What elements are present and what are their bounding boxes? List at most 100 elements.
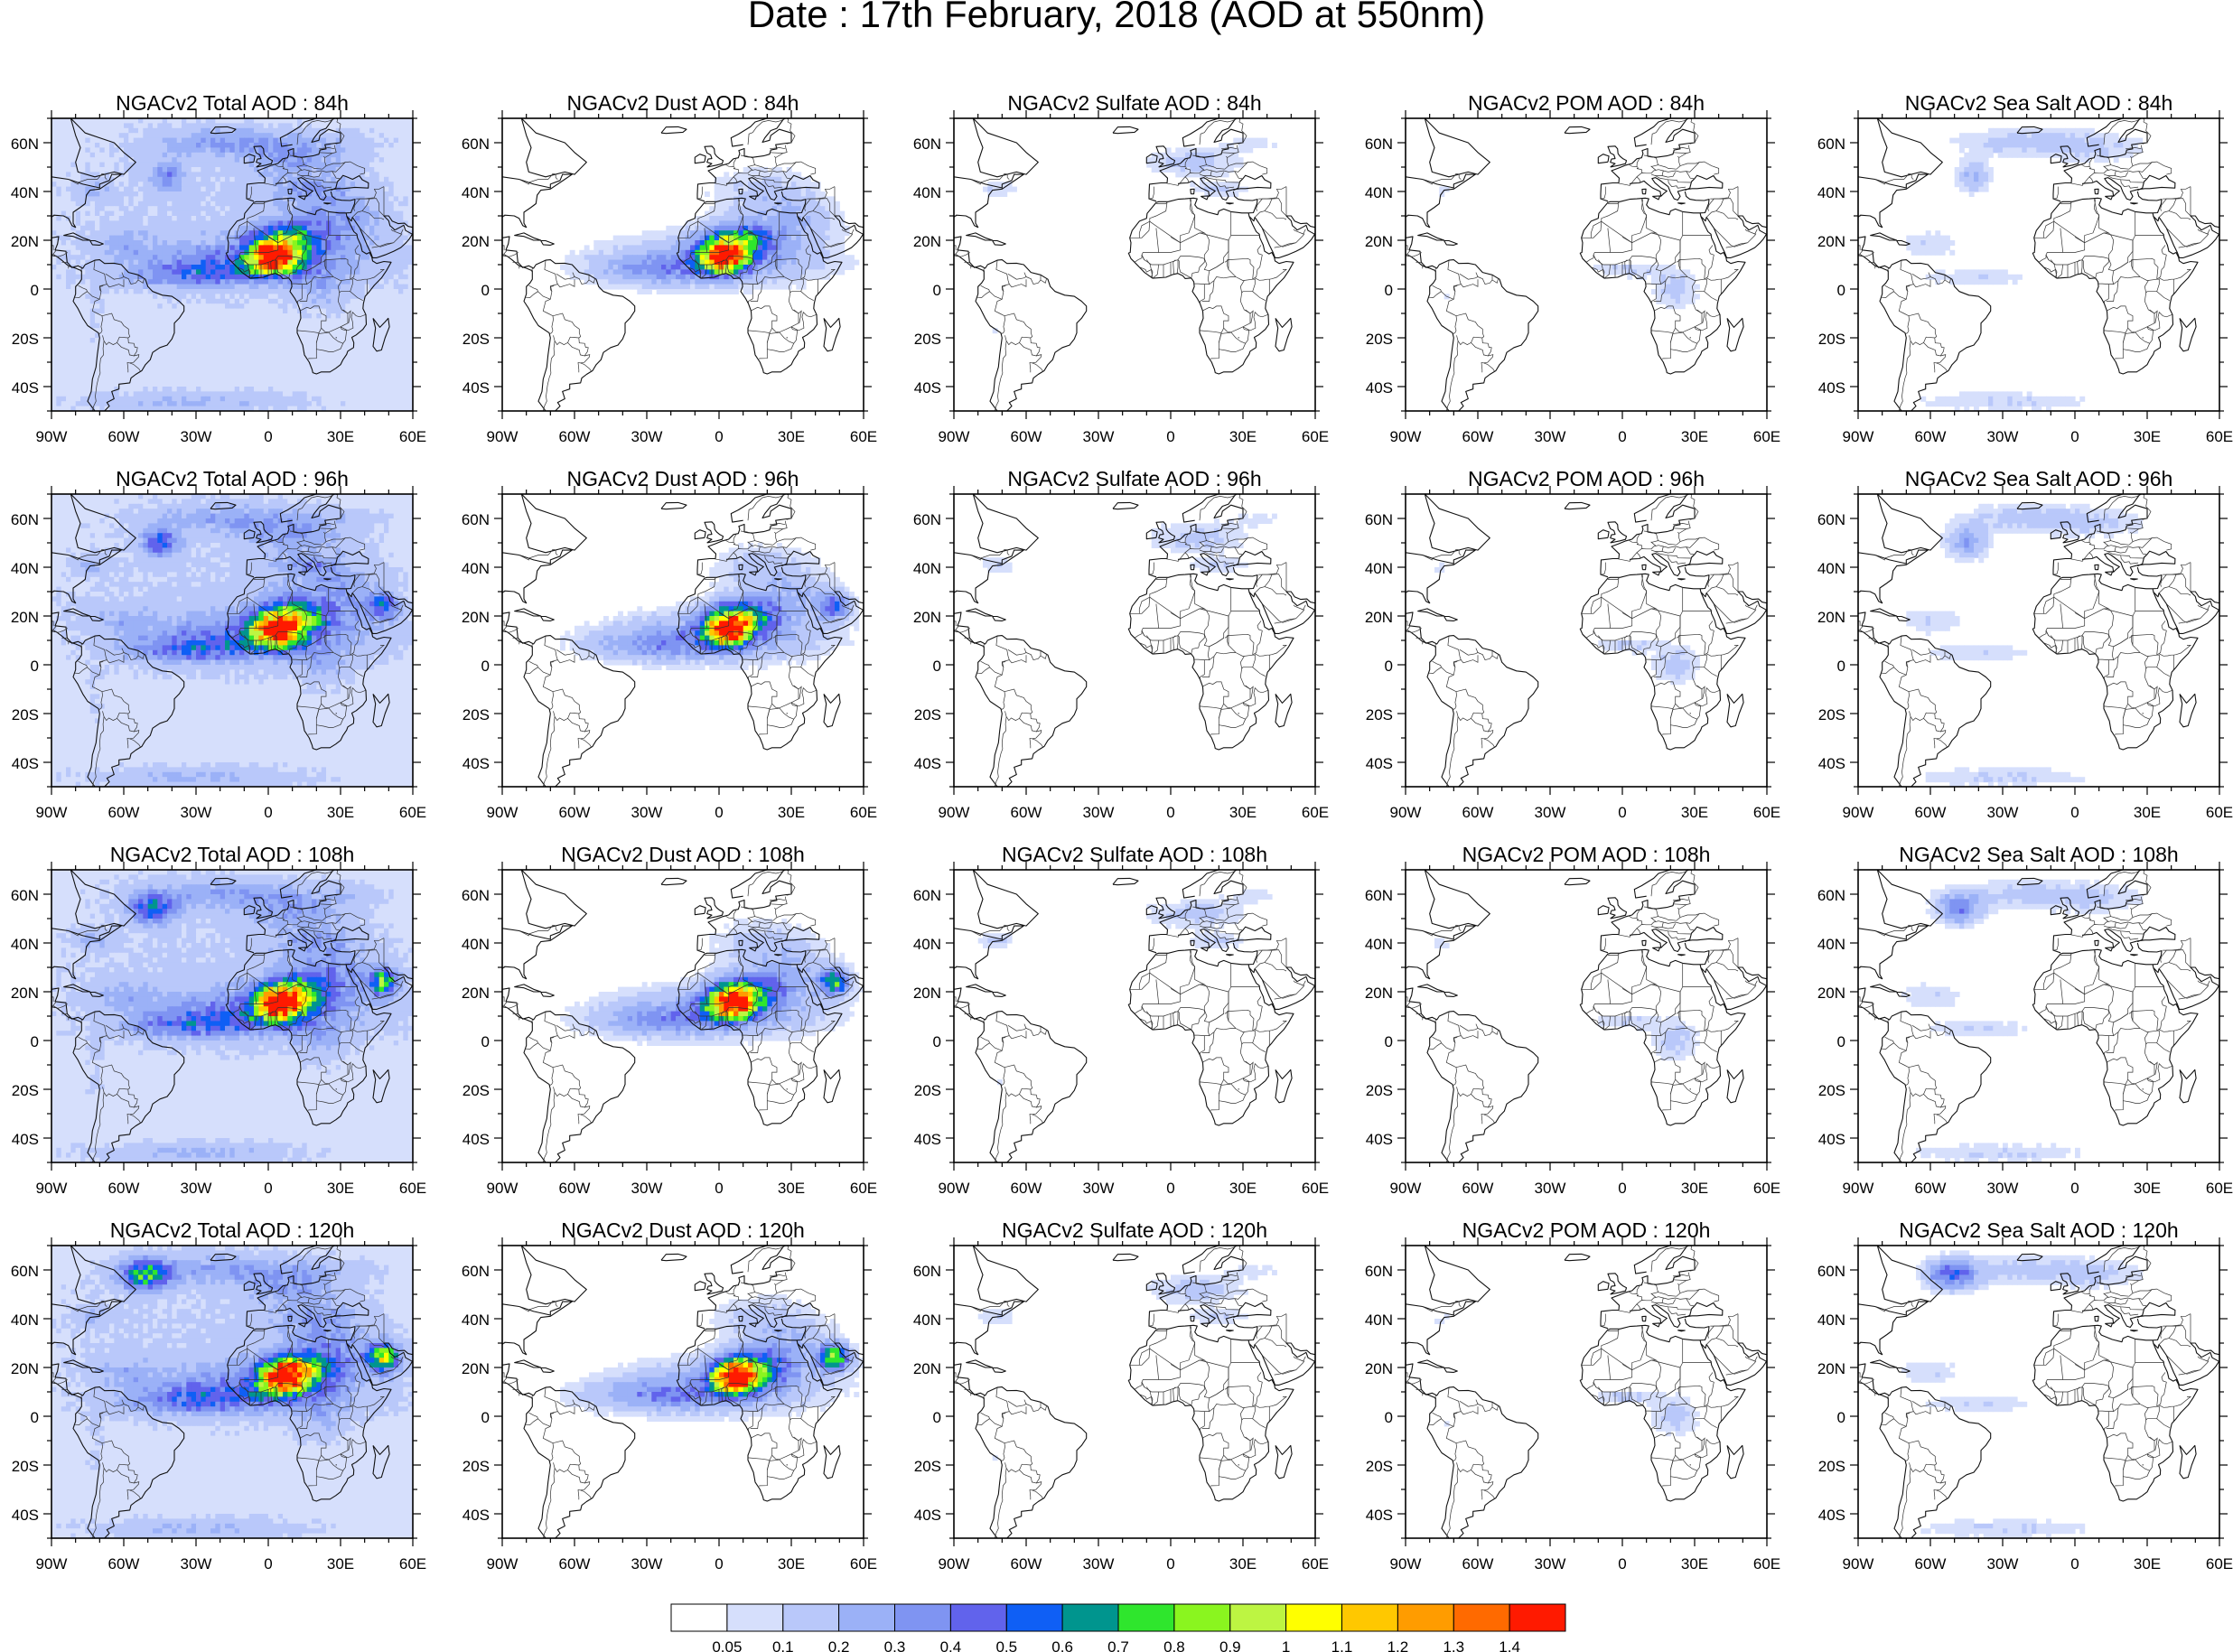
lon-tick-label: 0 bbox=[264, 1555, 272, 1573]
lon-tick-label: 30E bbox=[1681, 1555, 1708, 1573]
coastlines bbox=[954, 494, 1315, 787]
lon-tick-label: 60W bbox=[1915, 804, 1947, 821]
lon-tick-label: 90W bbox=[36, 1555, 68, 1573]
lon-tick-label: 90W bbox=[1390, 1180, 1422, 1197]
lon-tick-label: 30W bbox=[1535, 428, 1566, 445]
lat-tick-label: 0 bbox=[1837, 658, 1845, 675]
panel-title: NGACv2 POM AOD : 96h bbox=[1468, 467, 1705, 490]
lon-tick-label: 0 bbox=[2070, 1555, 2079, 1573]
map-panel-seasalt-108h: NGACv2 Sea Salt AOD : 108h 60N 40N 20N 0 20S 4… bbox=[1817, 843, 2233, 1197]
aod-field bbox=[954, 118, 1315, 411]
lon-tick-label: 30E bbox=[778, 804, 805, 821]
lon-tick-label: 30W bbox=[181, 428, 212, 445]
lat-tick-label: 60N bbox=[462, 511, 490, 528]
panel-title: NGACv2 Sea Salt AOD : 96h bbox=[1905, 467, 2173, 490]
aod-field bbox=[502, 1246, 864, 1538]
lat-tick-label: 0 bbox=[933, 658, 941, 675]
lat-tick-label: 20N bbox=[462, 233, 490, 250]
lat-tick-label: 40N bbox=[913, 560, 941, 577]
colorbar-swatch bbox=[726, 1603, 784, 1632]
coastlines bbox=[502, 870, 864, 1162]
lat-tick-label: 20S bbox=[12, 1458, 39, 1475]
lon-tick-label: 0 bbox=[264, 804, 272, 821]
lat-tick-label: 40S bbox=[1366, 755, 1393, 772]
lon-tick-label: 60W bbox=[1462, 428, 1494, 445]
colorbar-swatch bbox=[1061, 1603, 1119, 1632]
lon-tick-label: 60W bbox=[1462, 1555, 1494, 1573]
lon-tick-label: 60E bbox=[399, 428, 426, 445]
lat-tick-label: 40N bbox=[913, 184, 941, 201]
lat-tick-label: 60N bbox=[462, 135, 490, 153]
panel-title: NGACv2 Sulfate AOD : 84h bbox=[1007, 91, 1261, 115]
lon-tick-label: 30E bbox=[1229, 1180, 1257, 1197]
lon-tick-label: 30W bbox=[1535, 1555, 1566, 1573]
panel-title: NGACv2 Dust AOD : 108h bbox=[561, 843, 805, 866]
lat-tick-label: 40N bbox=[1817, 936, 1845, 953]
country-borders bbox=[1858, 118, 2210, 411]
lon-tick-label: 0 bbox=[1618, 1555, 1626, 1573]
lat-tick-label: 60N bbox=[913, 135, 941, 153]
lon-tick-label: 30W bbox=[181, 804, 212, 821]
panel-title: NGACv2 Dust AOD : 120h bbox=[561, 1218, 805, 1242]
lon-tick-label: 60E bbox=[2206, 428, 2233, 445]
lon-tick-label: 0 bbox=[1618, 804, 1626, 821]
lon-tick-label: 30W bbox=[1083, 1180, 1115, 1197]
lon-tick-label: 30E bbox=[1229, 1555, 1257, 1573]
aod-field bbox=[502, 118, 864, 411]
colorbar-swatch bbox=[838, 1603, 895, 1632]
lon-tick-label: 60W bbox=[1915, 1555, 1947, 1573]
lat-tick-label: 60N bbox=[913, 511, 941, 528]
lon-tick-label: 90W bbox=[487, 428, 519, 445]
coastlines bbox=[1406, 118, 1767, 411]
lon-tick-label: 60E bbox=[850, 1180, 877, 1197]
lon-tick-label: 60E bbox=[1302, 1555, 1329, 1573]
lon-tick-label: 30E bbox=[1681, 804, 1708, 821]
map-panel-seasalt-120h: NGACv2 Sea Salt AOD : 120h 60N 40N 20N 0 20S 4… bbox=[1817, 1218, 2233, 1573]
aod-field bbox=[51, 118, 413, 411]
panel-title: NGACv2 Total AOD : 120h bbox=[110, 1218, 355, 1242]
colorbar-label: 0.6 bbox=[1051, 1638, 1073, 1652]
country-borders bbox=[1406, 494, 1758, 787]
lon-tick-label: 30E bbox=[2134, 804, 2161, 821]
lat-tick-label: 20S bbox=[1818, 1458, 1845, 1475]
lat-tick-label: 20S bbox=[12, 706, 39, 723]
coastlines bbox=[1858, 870, 2219, 1162]
lat-tick-label: 40N bbox=[462, 560, 490, 577]
lat-tick-label: 20N bbox=[11, 609, 39, 626]
lon-tick-label: 30W bbox=[631, 428, 663, 445]
lat-tick-label: 60N bbox=[462, 887, 490, 904]
lat-tick-label: 40S bbox=[462, 1131, 490, 1148]
lat-tick-label: 20N bbox=[11, 1360, 39, 1377]
lon-tick-label: 90W bbox=[939, 1180, 970, 1197]
colorbar-label: 0.5 bbox=[995, 1638, 1017, 1652]
lat-tick-label: 40N bbox=[11, 1311, 39, 1329]
map-panel-pom-96h: NGACv2 POM AOD : 96h 60N 40N 20N 0 20S 40S 90W 6… bbox=[1365, 467, 1780, 821]
lat-tick-label: 40S bbox=[914, 755, 941, 772]
lon-tick-label: 90W bbox=[939, 804, 970, 821]
colorbar-label: 0.3 bbox=[884, 1638, 906, 1652]
lon-tick-label: 90W bbox=[1390, 428, 1422, 445]
lon-tick-label: 30E bbox=[778, 428, 805, 445]
lat-tick-label: 40N bbox=[913, 1311, 941, 1329]
lon-tick-label: 30W bbox=[631, 1555, 663, 1573]
map-panel-sulfate-96h: NGACv2 Sulfate AOD : 96h 60N 40N 20N 0 20S 40S… bbox=[913, 467, 1329, 821]
figure-title: Date : 17th February, 2018 (AOD at 550nm… bbox=[748, 0, 1485, 35]
aod-field bbox=[1858, 1246, 2219, 1538]
colorbar-swatch bbox=[782, 1603, 840, 1632]
colorbar: 0.05 0.1 0.2 0.3 0.4 0.5 0.6 0.7 0.8 0.9 1 1.1 1.2 1.… bbox=[670, 1603, 1566, 1652]
lat-tick-label: 40S bbox=[1818, 755, 1845, 772]
coastlines bbox=[51, 1246, 413, 1538]
map-panel-seasalt-96h: NGACv2 Sea Salt AOD : 96h 60N 40N 20N 0 20S 40… bbox=[1817, 467, 2233, 821]
lon-tick-label: 60W bbox=[1011, 804, 1042, 821]
lat-tick-label: 40N bbox=[1365, 560, 1393, 577]
lon-tick-label: 30E bbox=[778, 1180, 805, 1197]
panel-title: NGACv2 Dust AOD : 84h bbox=[567, 91, 799, 115]
lon-tick-label: 60E bbox=[1302, 428, 1329, 445]
lon-tick-label: 60W bbox=[1915, 1180, 1947, 1197]
coastlines bbox=[51, 870, 413, 1162]
aod-field bbox=[1858, 494, 2219, 787]
lat-tick-label: 60N bbox=[11, 1263, 39, 1280]
colorbar-label: 0.9 bbox=[1219, 1638, 1241, 1652]
lat-tick-label: 20S bbox=[1366, 1458, 1393, 1475]
lat-tick-label: 60N bbox=[1365, 1263, 1393, 1280]
